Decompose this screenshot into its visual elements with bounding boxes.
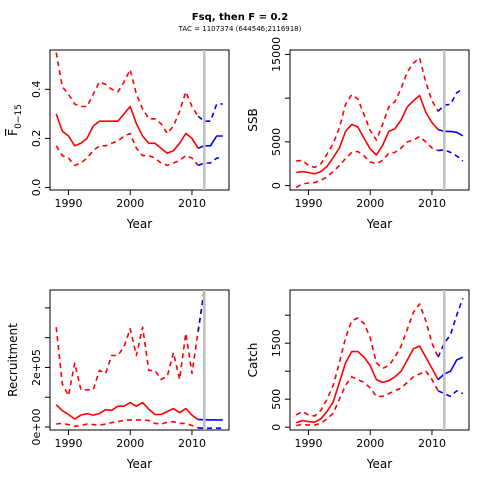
y-tick-label: 5000: [270, 128, 283, 156]
y-axis-title: Catch: [246, 343, 260, 378]
series-line-historical: [55, 105, 199, 154]
y-tick-label: 15000: [270, 37, 283, 72]
y-tick-label: 1500: [270, 329, 283, 357]
y-tick-label: 0.4: [30, 81, 43, 99]
y-tick-label: 0: [270, 182, 283, 189]
plot-frame: [289, 49, 470, 191]
y-axis-title: F0−15: [6, 104, 24, 136]
x-tick-label: 2000: [356, 437, 384, 450]
y-axis-title: SSB: [246, 108, 260, 131]
x-tick-label: 2000: [116, 197, 144, 210]
x-tick-label: 2000: [116, 437, 144, 450]
y-axis-title: Recruitment: [6, 323, 20, 397]
x-tick-label: 2010: [178, 197, 206, 210]
panel-recruitment: 1990 2000 2010 0e+00 2e+05 Year Recruitment: [6, 289, 230, 471]
series-line-projection-lower: [197, 157, 223, 167]
plot-frame: [49, 289, 230, 431]
plot-frame: [289, 289, 470, 431]
series-line-historical-upper: [296, 57, 439, 169]
x-axis-title: Year: [126, 457, 152, 471]
series-line-projection-upper: [197, 290, 206, 332]
x-tick-label: 2010: [178, 437, 206, 450]
series-group: [55, 52, 223, 167]
series-line-projection-upper: [437, 298, 464, 358]
series-line-historical-lower: [55, 132, 199, 167]
series-line-historical-upper: [55, 290, 206, 397]
figure-title: Fsq, then F = 0.2: [192, 12, 288, 23]
series-line-historical-upper: [55, 52, 199, 135]
x-axis-title: Year: [126, 217, 152, 231]
series-line-historical: [296, 94, 439, 175]
series-line-projection-lower: [437, 149, 464, 162]
x-tick-label: 2010: [418, 197, 446, 210]
series-line-historical: [295, 345, 439, 424]
series-group: [295, 57, 464, 189]
panel-fishing-mortality: 1990 2000 2010 0.0 0.2 0.4 Year F0−15: [6, 49, 230, 231]
x-tick-label: 1990: [295, 437, 323, 450]
y-tick-label: 500: [270, 389, 283, 410]
series-line-projection: [437, 128, 464, 137]
series-group: [295, 298, 464, 427]
panel-ssb: 1990 2000 2010 0 5000 15000 Year SSB: [246, 37, 470, 231]
x-tick-label: 2000: [356, 197, 384, 210]
series-line-projection: [437, 356, 464, 381]
series-group: [55, 290, 223, 430]
x-tick-label: 1990: [55, 197, 83, 210]
panel-catch: 1990 2000 2010 0 500 1500 Year Catch: [246, 289, 470, 471]
series-line-projection-upper: [197, 103, 223, 122]
series-line-historical: [55, 401, 199, 421]
series-line-projection-lower: [437, 389, 464, 398]
y-tick-label: 2e+05: [30, 349, 43, 386]
figure-subtitle: TAC = 1107374 (644546;2116918): [178, 25, 302, 33]
x-tick-label: 1990: [295, 197, 323, 210]
y-tick-label: 0: [270, 424, 283, 431]
series-line-historical-lower: [296, 370, 439, 427]
series-line-historical-upper: [295, 303, 439, 417]
x-tick-label: 2010: [418, 437, 446, 450]
series-line-historical-lower: [56, 419, 199, 429]
series-line-projection-upper: [437, 87, 464, 112]
series-line-projection: [197, 135, 223, 149]
x-tick-label: 1990: [55, 437, 83, 450]
x-axis-title: Year: [366, 457, 392, 471]
plot-frame: [49, 49, 230, 191]
y-tick-label: 0e+00: [30, 409, 43, 446]
y-tick-label: 0.2: [30, 130, 43, 148]
y-tick-label: 0.0: [30, 179, 43, 197]
x-axis-title: Year: [366, 217, 392, 231]
